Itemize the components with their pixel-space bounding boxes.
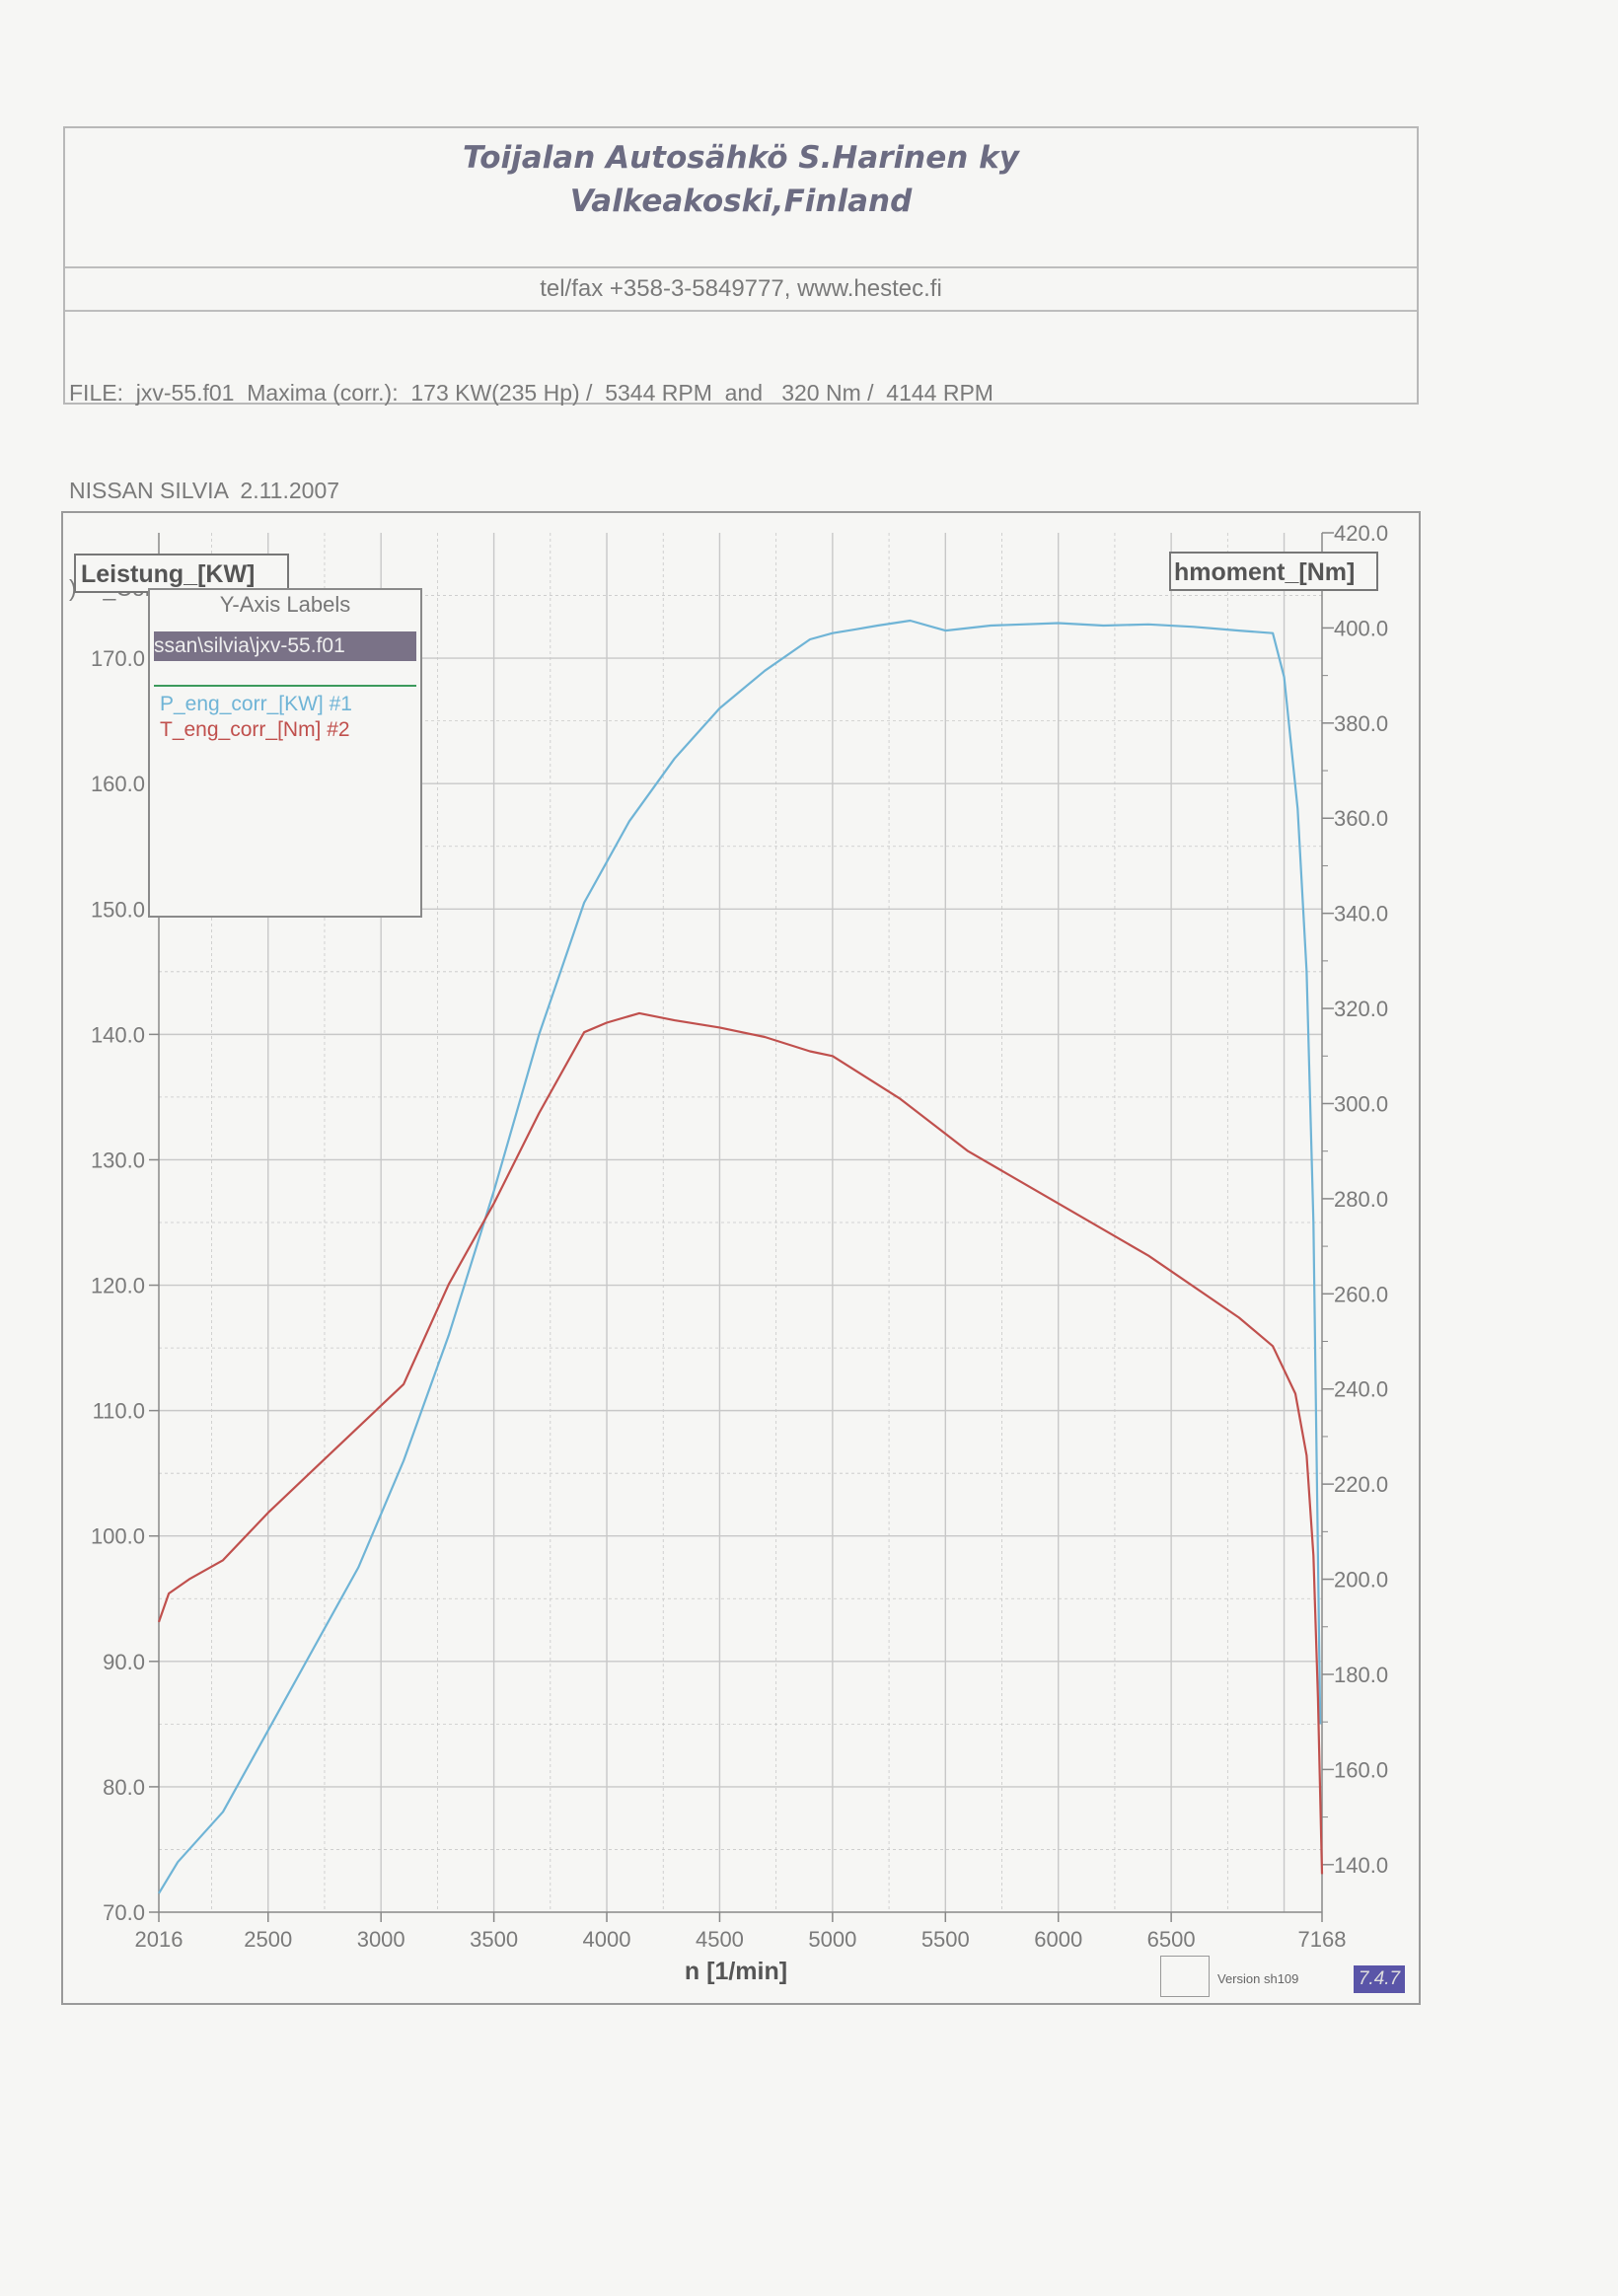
company-line-2: Valkeakoski,Finland (569, 184, 913, 219)
right-y-tick-label: 300.0 (1334, 1091, 1388, 1116)
legend-divider (154, 685, 416, 687)
right-y-tick-label: 200.0 (1334, 1568, 1388, 1592)
left-y-tick-label: 110.0 (93, 1399, 145, 1424)
right-axis-title: hmoment_[Nm] (1174, 558, 1355, 586)
x-tick-label: 3500 (470, 1927, 518, 1952)
contact-info: tel/fax +358-3-5849777, www.hestec.fi (65, 266, 1417, 312)
legend-file-entry[interactable]: ssan\silvia\jxv-55.f01 (154, 631, 416, 661)
legend[interactable]: Y-Axis Labels ssan\silvia\jxv-55.f01 P_e… (148, 588, 422, 918)
x-tick-label: 6000 (1034, 1927, 1082, 1952)
report-header: Toijalan Autosähkö S.Harinen ky Valkeako… (63, 126, 1419, 601)
torque-curve (157, 1011, 1324, 1875)
right-y-tick-label: 280.0 (1334, 1187, 1388, 1212)
left-axis-title-box: Leistung_[KW] (74, 554, 289, 593)
x-tick-label: 4000 (583, 1927, 631, 1952)
file-info: FILE: jxv-55.f01 Maxima (corr.): 173 KW(… (69, 312, 993, 670)
x-tick-label: 2500 (244, 1927, 292, 1952)
left-y-tick-label: 150.0 (91, 897, 145, 922)
legend-title: Y-Axis Labels (219, 592, 351, 617)
right-y-tick-label: 340.0 (1334, 902, 1388, 926)
left-y-tick-label: 160.0 (91, 772, 145, 796)
x-tick-label: 6500 (1147, 1927, 1196, 1952)
right-axis-title-box: hmoment_[Nm] (1169, 552, 1378, 591)
legend-series-torque[interactable]: T_eng_corr_[Nm] #2 (160, 718, 350, 741)
right-y-tick-label: 240.0 (1334, 1377, 1388, 1402)
right-y-tick-label: 140.0 (1334, 1853, 1388, 1878)
right-y-tick-label: 380.0 (1334, 711, 1388, 736)
left-y-tick-label: 100.0 (91, 1524, 145, 1549)
series (157, 619, 1324, 1894)
left-y-tick-label: 120.0 (91, 1274, 145, 1298)
right-y-tick-label: 360.0 (1334, 806, 1388, 831)
left-y-tick-label: 80.0 (103, 1775, 145, 1800)
right-y-tick-label: 400.0 (1334, 616, 1388, 640)
x-tick-label: 7168 (1298, 1927, 1347, 1952)
power-curve (158, 619, 1322, 1894)
right-y-tick-label: 420.0 (1334, 521, 1388, 546)
legend-series-power[interactable]: P_eng_corr_[KW] #1 (160, 693, 352, 715)
version-icon (1160, 1956, 1210, 1997)
file-line: FILE: jxv-55.f01 Maxima (corr.): 173 KW(… (69, 380, 993, 406)
right-y-tick-label: 320.0 (1334, 997, 1388, 1021)
left-y-tick-label: 130.0 (91, 1148, 145, 1172)
company-line-1: Toijalan Autosähkö S.Harinen ky (463, 140, 1019, 176)
left-y-tick-label: 70.0 (103, 1900, 145, 1925)
x-tick-label: 3000 (357, 1927, 405, 1952)
left-y-tick-label: 140.0 (91, 1022, 145, 1047)
left-y-tick-label: 170.0 (91, 646, 145, 671)
x-tick-label: 5500 (921, 1927, 970, 1952)
left-axis-title: Leistung_[KW] (81, 560, 255, 588)
left-y-tick-label: 90.0 (103, 1650, 145, 1674)
right-y-tick-label: 160.0 (1334, 1757, 1388, 1782)
vehicle-line: NISSAN SILVIA 2.11.2007 (69, 478, 340, 503)
version-text: Version sh109 (1217, 1971, 1299, 1986)
x-tick-label: 2016 (135, 1927, 184, 1952)
axes: 2016 2500 3000 3500 4000 4500 5000 5500 6000 6500… (91, 521, 1388, 1952)
chart-frame (61, 511, 1421, 2005)
x-tick-label: 4500 (696, 1927, 744, 1952)
x-tick-label: 5000 (808, 1927, 856, 1952)
right-y-tick-label: 260.0 (1334, 1282, 1388, 1306)
version-badge: 7.4.7 (1354, 1965, 1405, 1993)
x-axis-title: n [1/min] (685, 1958, 787, 1985)
right-y-tick-label: 220.0 (1334, 1472, 1388, 1497)
company-name: Toijalan Autosähkö S.Harinen ky Valkeako… (65, 136, 1417, 223)
right-y-tick-label: 180.0 (1334, 1663, 1388, 1687)
